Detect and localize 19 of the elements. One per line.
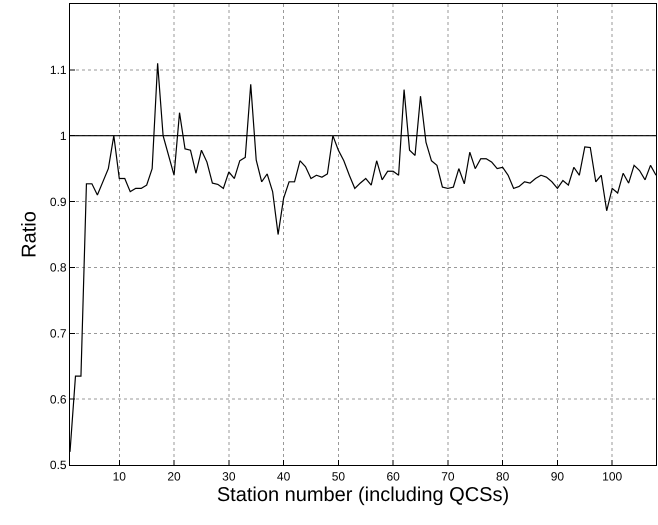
x-tick-label: 20	[167, 469, 182, 484]
y-tick-label: 1.1	[50, 63, 67, 78]
y-tick-label: 0.8	[50, 260, 67, 275]
x-tick-label: 80	[496, 469, 510, 484]
x-tick-label: 100	[602, 469, 623, 484]
y-tick-label: 0.7	[50, 326, 67, 340]
x-tick-label: 10	[112, 469, 126, 484]
y-tick-label: 0.5	[50, 458, 67, 472]
x-tick-label: 60	[386, 469, 400, 484]
y-tick-label: 0.6	[50, 392, 67, 406]
x-axis-title: Station number (including QCSs)	[216, 484, 510, 506]
x-tick-label: 90	[550, 469, 564, 484]
x-tick-label: 70	[441, 469, 455, 484]
y-tick-label: 1	[60, 128, 67, 143]
y-tick-label: 0.9	[50, 194, 67, 209]
y-axis-title: Ratio	[18, 211, 40, 258]
x-tick-label: 40	[276, 469, 291, 484]
x-tick-label: 30	[222, 469, 236, 484]
x-tick-label: 50	[332, 469, 346, 484]
